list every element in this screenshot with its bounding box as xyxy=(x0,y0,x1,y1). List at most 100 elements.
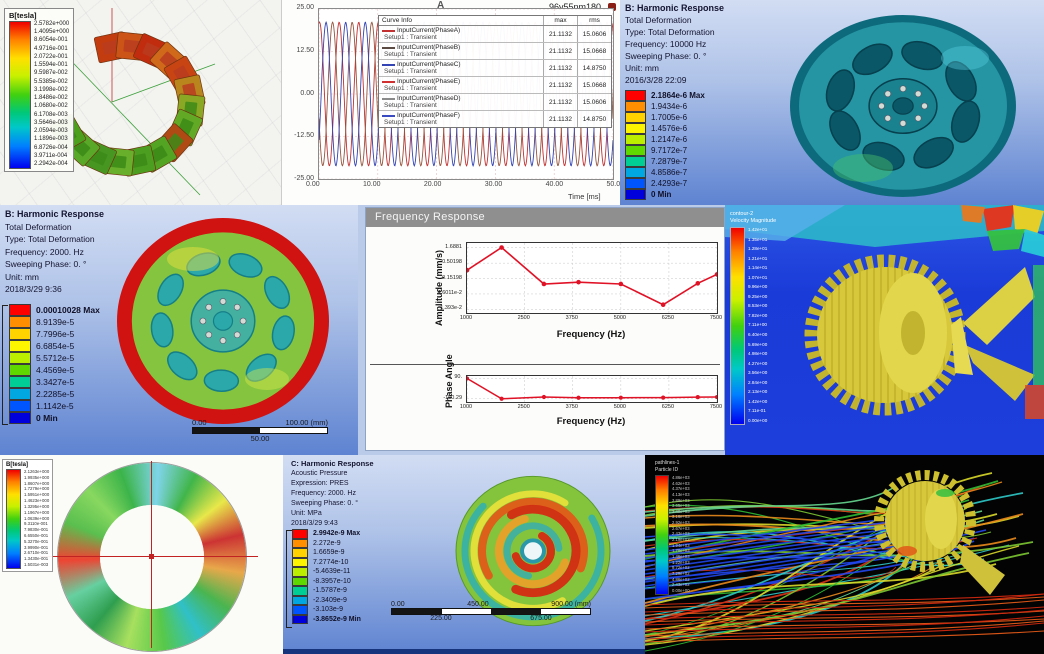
legend-value: 3.56e+00 xyxy=(748,370,768,376)
panel-cfd-velocity-contour[interactable]: contour-2 Velocity Magnitude 1.42e+01 1.3… xyxy=(725,205,1044,455)
curve-info-table[interactable]: Curve Info max rms InputCurrent(PhaseA) … xyxy=(378,15,612,128)
frequency-response-window: Frequency Response Amplitude (mm/s) 1.68… xyxy=(365,207,725,451)
curve-info-row: InputCurrent(PhaseC) Setup1 : Transient … xyxy=(379,60,611,77)
tick-label: 6250 xyxy=(661,404,675,410)
legend-value: -3.8652e-9 Min xyxy=(313,615,361,623)
phase-x-ticks: 1000 2500 3750 5000 6250 7500 xyxy=(460,404,722,412)
legend-value: 7.11e-01 xyxy=(748,408,766,414)
analysis-info-line: Type: Total Deformation xyxy=(625,27,715,37)
tick-label: 1.6881 xyxy=(445,243,462,250)
legend-value: 3.9711e-004 xyxy=(34,152,68,159)
tick-label: -160.29 xyxy=(443,394,462,401)
legend-value: 9.96e+00 xyxy=(748,284,768,290)
analysis-info-line: Acoustic Pressure xyxy=(291,470,348,477)
legend-value: 4.8586e-7 xyxy=(651,168,688,177)
legend-value: 1.14e+01 xyxy=(748,265,768,271)
panel-maxwell-torus-viewport[interactable]: B[tesla] 2.5782e+000 1.4095e+000 8.6054e-0… xyxy=(0,0,281,205)
legend-value: 5.3270e-001 xyxy=(24,538,49,544)
ruler-quarter: 225.00 xyxy=(430,615,452,622)
curve-info-row: InputCurrent(PhaseE) Setup1 : Transient … xyxy=(379,77,611,94)
legend-row: 2.2285e-5 xyxy=(9,388,100,400)
colorbar xyxy=(655,475,669,595)
legend-value: 1.5594e-001 xyxy=(34,62,68,69)
curve-name: InputCurrent(PhaseD) xyxy=(397,95,461,102)
legend-row: 2.272e-9 xyxy=(292,538,361,548)
curve-setup: Setup1 : Transient xyxy=(384,68,437,75)
deformation-legend: 2.1864e-6 Max 1.9434e-6 1.7005e-6 1.4576… xyxy=(625,90,705,200)
legend-value: 2.0594e-003 xyxy=(34,128,68,135)
flywheel-deformation-model[interactable] xyxy=(620,0,1044,205)
flywheel-deformation-model[interactable] xyxy=(0,205,358,455)
legend-row: 4.4569e-5 xyxy=(9,364,100,376)
tick-label: 30.00 xyxy=(484,181,503,188)
legend-swatch xyxy=(625,101,646,112)
panel-pathlines[interactable]: pathlines-1 Particle ID 4.86e+03 4.62e+03… xyxy=(645,455,1044,654)
legend-value: 2.1864e-6 Max xyxy=(651,91,705,100)
amplitude-curve xyxy=(467,243,717,313)
legend-value: 9.7172e-7 xyxy=(651,146,688,155)
legend-value: 7.2879e-7 xyxy=(651,157,688,166)
x-axis-ticks: 0.00 10.00 20.00 30.00 40.00 50.00 xyxy=(306,181,621,188)
legend-swatch xyxy=(292,567,308,577)
panel-harmonic-response-2000hz[interactable]: B: Harmonic Response Total Deformation Ty… xyxy=(0,205,358,455)
legend-swatch xyxy=(9,352,31,364)
legend-swatch xyxy=(9,400,31,412)
window-titlebar[interactable]: Frequency Response xyxy=(366,208,724,227)
gear-flow-field-model[interactable] xyxy=(725,205,1044,455)
legend-swatch xyxy=(9,316,31,328)
tick-label: 3750 xyxy=(565,404,578,410)
legend-swatch xyxy=(9,364,31,376)
deformation-legend: 0.00010028 Max 8.9139e-5 7.7996e-5 6.685… xyxy=(9,304,100,424)
legend-swatch xyxy=(625,167,646,178)
legend-value: 8.53e+00 xyxy=(748,303,768,309)
legend-value: 2.5782e+000 xyxy=(34,21,70,27)
legend-swatch xyxy=(292,586,308,596)
analysis-info-line: Unit: MPa xyxy=(291,510,322,517)
curve-max-value: 21.1132 xyxy=(544,26,578,42)
legend-value: 4.98e+00 xyxy=(748,351,768,357)
tick-label: 1.393e-2 xyxy=(440,305,462,312)
legend-value: 1.07e+01 xyxy=(748,274,768,280)
curve-color-swatch xyxy=(382,80,395,83)
panel-frequency-response: Frequency Response Amplitude (mm/s) 1.68… xyxy=(358,205,725,455)
x-axis-label: Time [ms] xyxy=(568,192,601,201)
panel-harmonic-response-10000hz[interactable]: B: Harmonic Response Total Deformation Ty… xyxy=(620,0,1044,205)
curve-info-row: InputCurrent(PhaseA) Setup1 : Transient … xyxy=(379,26,611,43)
legend-row: 9.7172e-7 xyxy=(625,145,705,156)
curve-rms-value: 15.0606 xyxy=(582,30,607,38)
legend-value: 4.37e+03 xyxy=(672,486,690,492)
tick-label: 7500 xyxy=(709,315,723,321)
legend-row: 0 Min xyxy=(625,189,705,200)
legend-value: 2.4293e-7 xyxy=(651,179,688,188)
legend-value: 1.21e+01 xyxy=(748,255,768,261)
legend-value: 5.5385e-002 xyxy=(34,78,68,85)
legend-row: 0.00010028 Max xyxy=(9,304,100,316)
curve-color-swatch xyxy=(382,46,395,49)
panel-maxwell-ring[interactable]: B[tesla] 2.1263e+000 1.9935e+000 1.8607e+0… xyxy=(0,455,283,654)
amplitude-plot-area[interactable] xyxy=(466,242,718,314)
curve-max-value: 21.1132 xyxy=(544,43,578,59)
curve-setup: Setup1 : Transient xyxy=(384,85,437,92)
amplitude-y-ticks: 1.6881 0.50198 0.15198 4.6011e-2 1.393e-2 xyxy=(418,242,464,312)
legend-value: 1.4576e-6 xyxy=(651,124,688,133)
panel-acoustic-pressure[interactable]: 0.00 450.00 900.00 (mm) 225.00 675.00 C:… xyxy=(283,455,645,654)
curve-name: InputCurrent(PhaseA) xyxy=(397,27,461,34)
legend-value: 3.9990e-001 xyxy=(24,544,49,550)
torus-coil-3d-model[interactable] xyxy=(0,0,281,205)
panel-current-plot[interactable]: A 96v55nm180 Y1 [A] 25.0012.500.00-12.50… xyxy=(281,0,621,205)
phase-plot-area[interactable] xyxy=(466,375,718,403)
legend-swatch xyxy=(292,557,308,567)
legend-bracket xyxy=(2,305,8,425)
legend-value: 1.3295e+000 xyxy=(24,503,50,509)
legend-value: 1.1142e-5 xyxy=(36,401,74,411)
tick-label: 20.00 xyxy=(423,181,442,188)
legend-value: 6.1708e-003 xyxy=(34,111,68,118)
curve-rms-value: 14.8750 xyxy=(582,64,607,72)
legend-value: 7.11e+00 xyxy=(748,322,767,328)
acoustic-disk-model[interactable] xyxy=(283,455,645,654)
legend-title: B[tesla] xyxy=(9,11,37,20)
curve-max-value: 21.1132 xyxy=(544,77,578,93)
particle-streamlines-model[interactable] xyxy=(645,455,1044,654)
legend-value: 0.00e+00 xyxy=(672,587,690,593)
legend-swatch xyxy=(292,605,308,615)
